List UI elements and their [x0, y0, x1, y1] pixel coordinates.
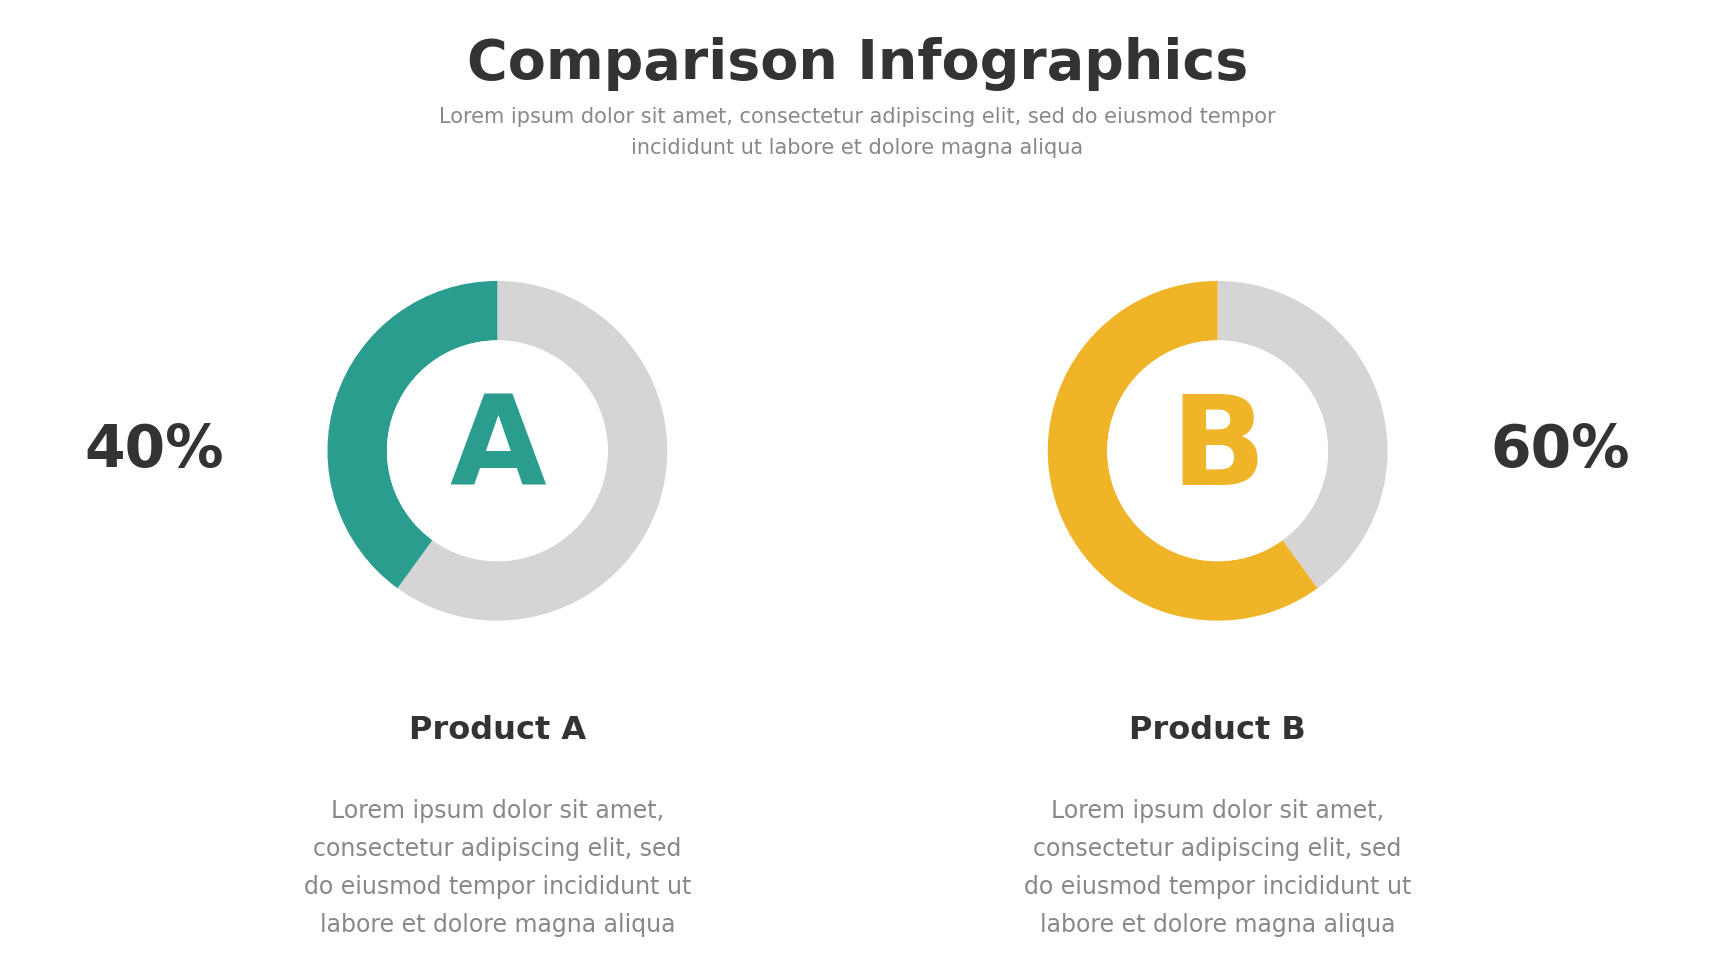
Text: Lorem ipsum dolor sit amet, consectetur adipiscing elit, sed do eiusmod tempor
i: Lorem ipsum dolor sit amet, consectetur …: [439, 107, 1275, 158]
Text: A: A: [449, 390, 545, 512]
Text: Lorem ipsum dolor sit amet,
consectetur adipiscing elit, sed
do eiusmod tempor i: Lorem ipsum dolor sit amet, consectetur …: [303, 799, 691, 938]
Text: Lorem ipsum dolor sit amet,
consectetur adipiscing elit, sed
do eiusmod tempor i: Lorem ipsum dolor sit amet, consectetur …: [1023, 799, 1411, 938]
Circle shape: [1107, 340, 1327, 562]
Text: Product A: Product A: [408, 714, 586, 746]
Text: B: B: [1169, 390, 1265, 512]
Text: 60%: 60%: [1489, 422, 1630, 479]
Wedge shape: [1217, 281, 1387, 588]
Text: Product B: Product B: [1128, 714, 1306, 746]
Text: 40%: 40%: [84, 422, 225, 479]
Wedge shape: [398, 281, 667, 620]
Text: Comparison Infographics: Comparison Infographics: [466, 36, 1248, 91]
Circle shape: [387, 340, 607, 562]
Wedge shape: [1047, 281, 1316, 620]
Wedge shape: [327, 281, 497, 588]
